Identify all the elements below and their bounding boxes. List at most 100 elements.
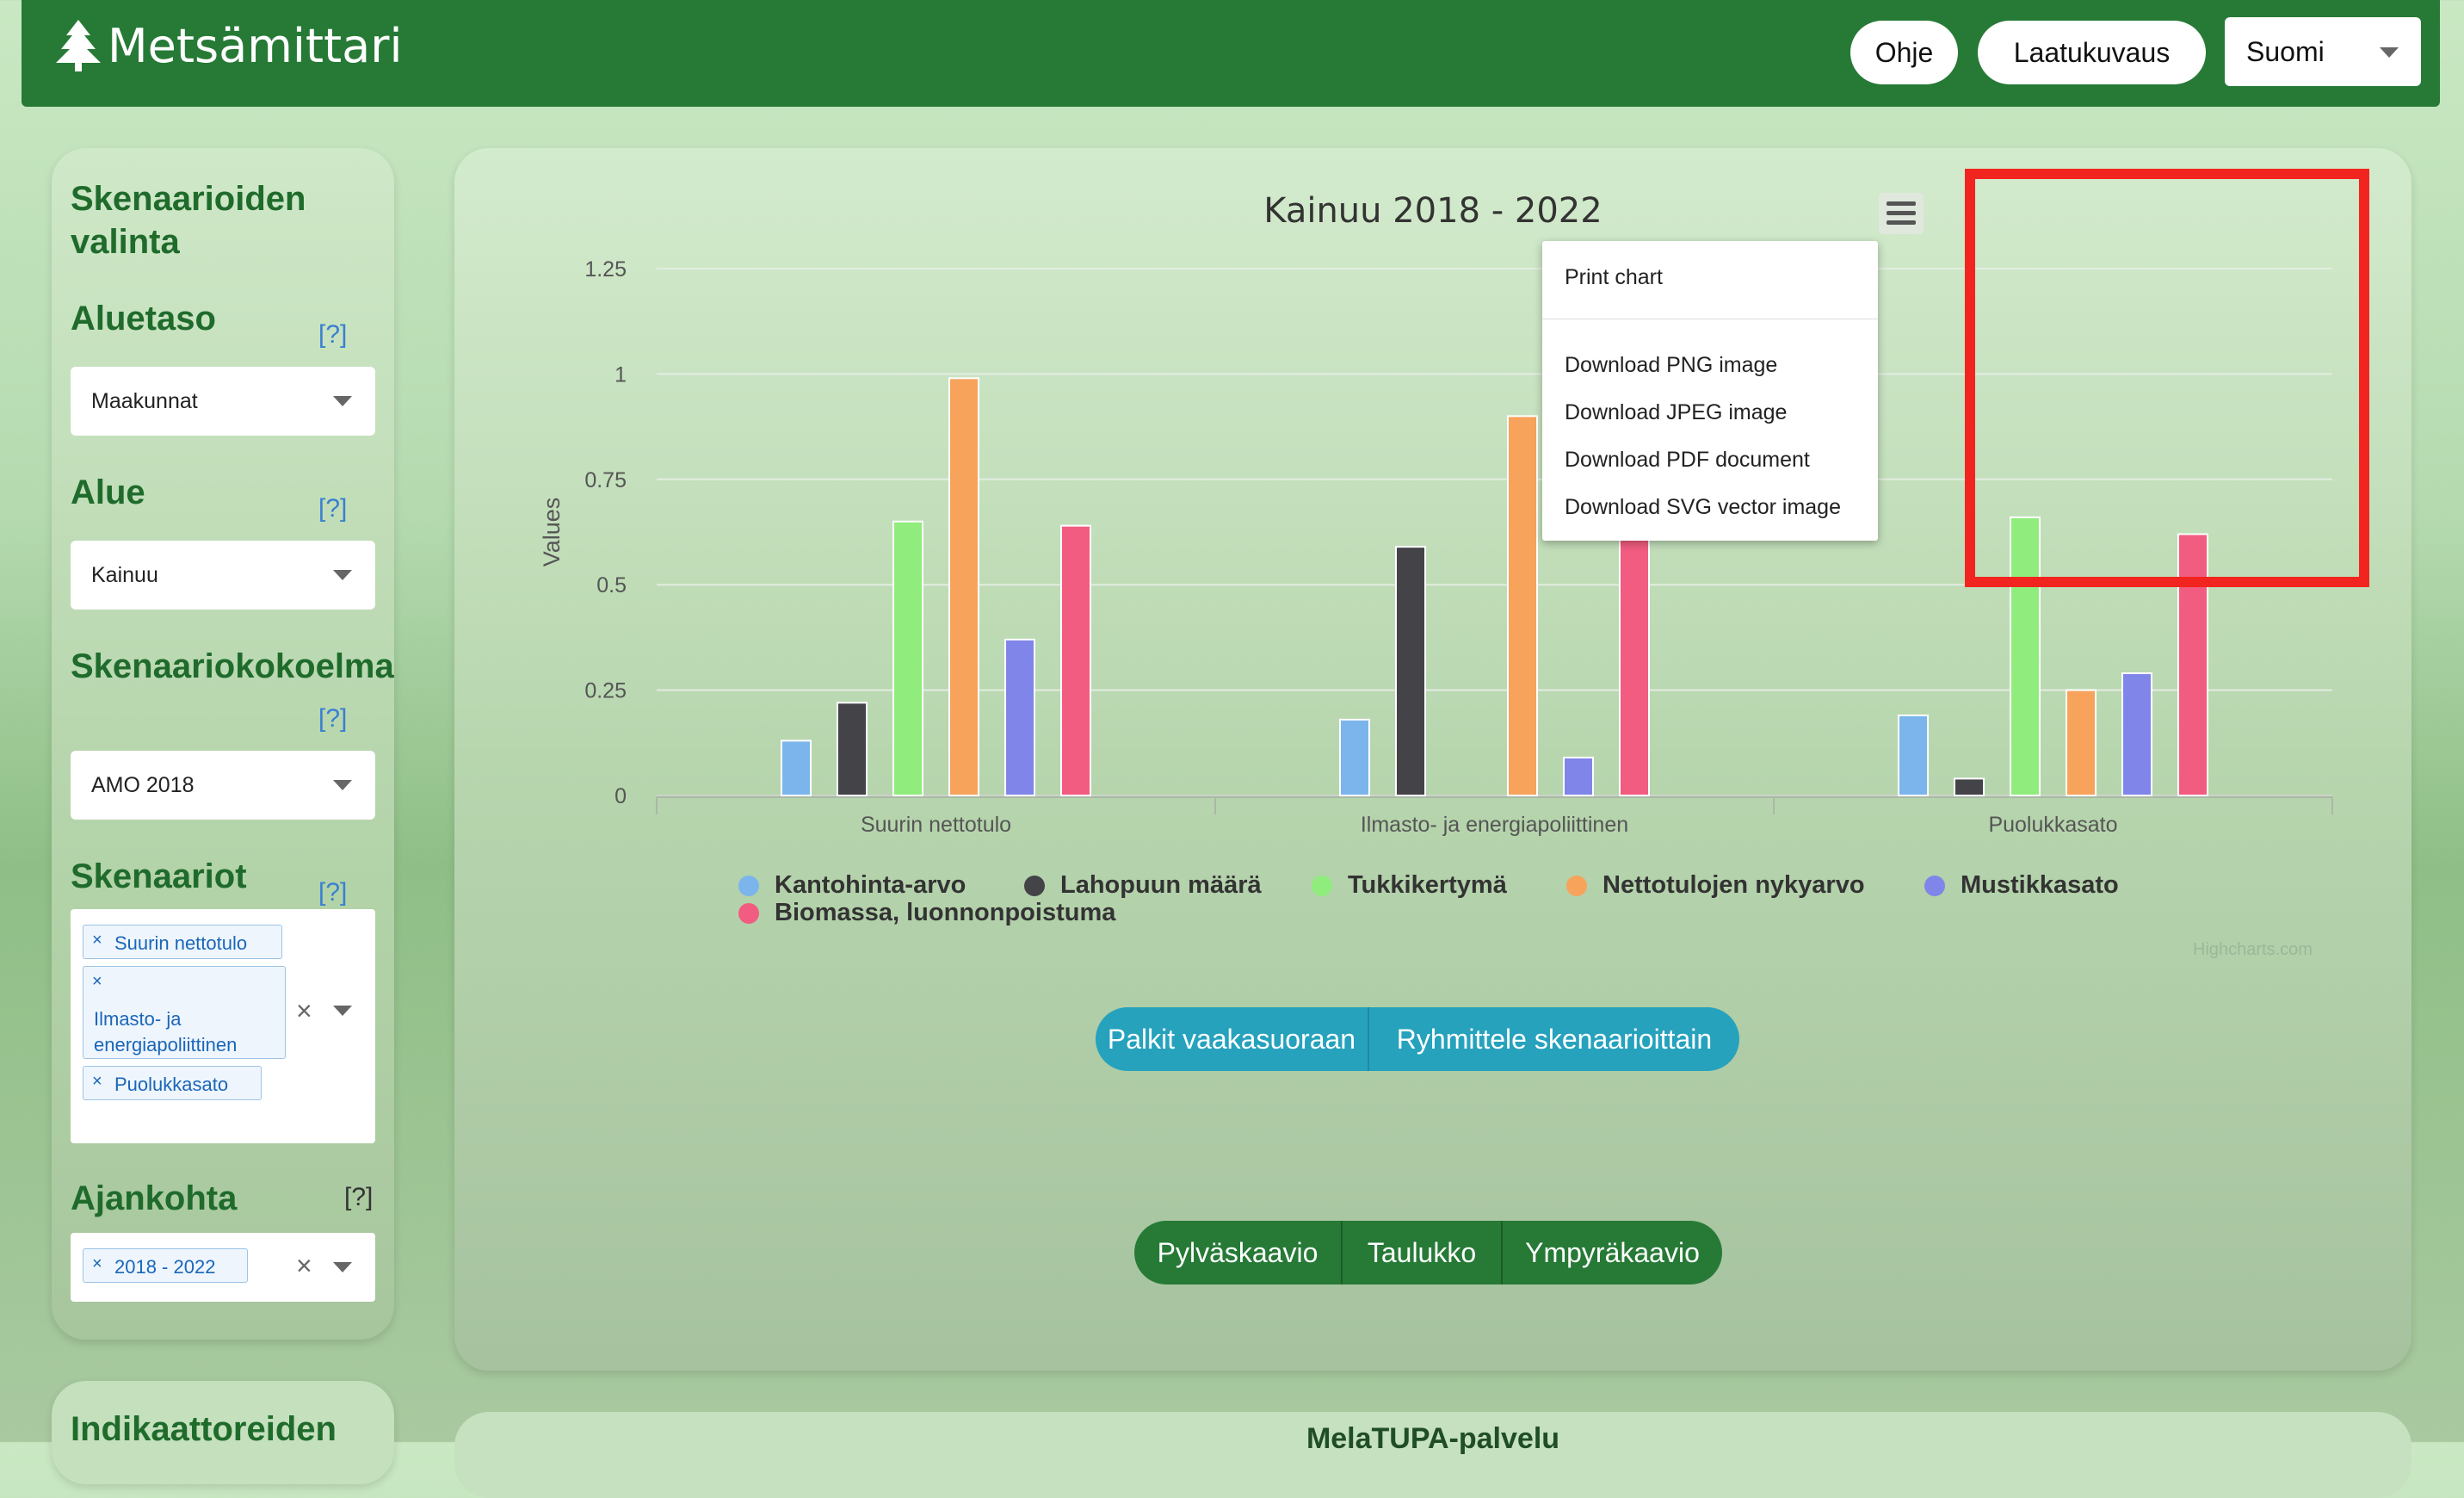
legend-label: Mustikkasato xyxy=(1961,871,2119,899)
language-select[interactable]: Suomi xyxy=(2225,17,2421,86)
chart-orientation-group: Palkit vaakasuoraan Ryhmittele skenaario… xyxy=(1096,1007,1739,1071)
menu-icon xyxy=(1887,201,1916,206)
melatupa-title: MelaTUPA-palvelu xyxy=(1306,1422,1560,1455)
bar[interactable] xyxy=(1898,714,1929,797)
bar[interactable] xyxy=(1507,415,1538,796)
bar[interactable] xyxy=(837,702,868,797)
area-value: Kainuu xyxy=(91,562,158,587)
collection-select[interactable]: AMO 2018 xyxy=(71,751,375,820)
legend-item[interactable]: Nettotulojen nykyarvo xyxy=(1566,871,1865,900)
export-menu: Print chart Download PNG image Download … xyxy=(1542,241,1878,541)
legend-label: Nettotulojen nykyarvo xyxy=(1603,871,1865,899)
scenario-tag[interactable]: × Ilmasto- ja energiapoliittinen xyxy=(83,966,286,1059)
chevron-down-icon xyxy=(333,780,352,790)
timepoint-tag[interactable]: × 2018 - 2022 xyxy=(83,1248,248,1283)
legend-item[interactable]: Biomassa, luonnonpoistuma xyxy=(738,899,1115,927)
collection-label: Skenaariokokoelma xyxy=(71,647,394,685)
download-svg-item[interactable]: Download SVG vector image xyxy=(1565,495,1841,519)
scenarios-help[interactable]: [?] xyxy=(318,878,348,907)
legend-marker xyxy=(1024,875,1045,896)
bar[interactable] xyxy=(892,520,923,796)
bar[interactable] xyxy=(781,740,812,796)
remove-icon[interactable]: × xyxy=(92,972,102,991)
scenario-tag[interactable]: × Suurin nettotulo xyxy=(83,925,282,959)
y-tick-label: 0 xyxy=(614,784,627,808)
legend-label: Tukkikertymä xyxy=(1348,871,1507,899)
legend-marker xyxy=(1924,875,1945,896)
y-axis-label: Values xyxy=(539,498,565,567)
legend-label: Biomassa, luonnonpoistuma xyxy=(775,899,1116,926)
group-by-scenario-button[interactable]: Ryhmittele skenaarioittain xyxy=(1369,1007,1739,1071)
bar[interactable] xyxy=(2010,516,2041,796)
remove-icon[interactable]: × xyxy=(92,931,102,950)
area-level-help[interactable]: [?] xyxy=(318,320,348,349)
collection-value: AMO 2018 xyxy=(91,772,195,797)
bar[interactable] xyxy=(1004,638,1035,797)
chart-menu-button[interactable] xyxy=(1879,193,1924,234)
bar[interactable] xyxy=(1563,756,1594,796)
legend-item[interactable]: Mustikkasato xyxy=(1924,871,2119,900)
chart-title: Kainuu 2018 - 2022 xyxy=(1263,191,1603,231)
x-tick-label: Suurin nettotulo xyxy=(861,813,1011,837)
bar[interactable] xyxy=(1339,718,1370,797)
bar[interactable] xyxy=(2121,672,2152,796)
timepoint-help[interactable]: [?] xyxy=(344,1183,374,1211)
y-tick-label: 1 xyxy=(614,362,627,387)
y-tick-label: 0.25 xyxy=(584,679,627,703)
legend-item[interactable]: Tukkikertymä xyxy=(1312,871,1507,900)
bar[interactable] xyxy=(1954,777,1985,797)
clear-icon[interactable]: × xyxy=(296,995,312,1026)
bar[interactable] xyxy=(1060,524,1091,796)
area-help[interactable]: [?] xyxy=(318,494,348,523)
chart-credits[interactable]: Highcharts.com xyxy=(2193,940,2313,959)
scenario-selection-panel: Skenaarioiden valinta Aluetaso [?] Maaku… xyxy=(52,148,394,1340)
print-chart-item[interactable]: Print chart xyxy=(1565,265,1663,289)
help-button[interactable]: Ohje xyxy=(1850,21,1958,84)
timepoint-label: Ajankohta xyxy=(71,1179,238,1217)
horizontal-bars-button[interactable]: Palkit vaakasuoraan xyxy=(1096,1007,1369,1071)
legend-item[interactable]: Lahopuun määrä xyxy=(1024,871,1262,900)
x-tick-label: Puolukkasato xyxy=(1988,813,2117,837)
remove-icon[interactable]: × xyxy=(92,1254,102,1273)
remove-icon[interactable]: × xyxy=(92,1072,102,1091)
download-jpeg-item[interactable]: Download JPEG image xyxy=(1565,400,1788,424)
tree-icon xyxy=(56,20,101,71)
bar[interactable] xyxy=(948,377,979,796)
chevron-down-icon[interactable] xyxy=(333,1262,352,1272)
x-tick-label: Ilmasto- ja energiapoliittinen xyxy=(1361,813,1628,837)
bar[interactable] xyxy=(2066,689,2097,796)
scenarios-multiselect[interactable]: × Suurin nettotulo × Ilmasto- ja energia… xyxy=(71,909,375,1143)
y-tick-label: 1.25 xyxy=(584,257,627,282)
chevron-down-icon xyxy=(333,570,352,580)
y-tick-label: 0.75 xyxy=(584,468,627,492)
legend-marker xyxy=(1566,875,1587,896)
area-label: Alue xyxy=(71,474,145,511)
legend-marker xyxy=(1312,875,1332,896)
bar[interactable] xyxy=(1395,546,1426,796)
app-title: Metsämittari xyxy=(108,18,403,73)
bar-chart-button[interactable]: Pylväskaavio xyxy=(1134,1221,1343,1284)
area-level-select[interactable]: Maakunnat xyxy=(71,367,375,436)
app-logo[interactable]: Metsämittari xyxy=(56,15,402,76)
download-png-item[interactable]: Download PNG image xyxy=(1565,353,1778,377)
chevron-down-icon[interactable] xyxy=(333,1006,352,1016)
indicator-panel-title: Indikaattoreiden xyxy=(71,1410,337,1448)
download-pdf-item[interactable]: Download PDF document xyxy=(1565,448,1810,472)
legend-item[interactable]: Kantohinta-arvo xyxy=(738,871,966,900)
panel-title: Skenaarioiden valinta xyxy=(71,180,306,261)
chevron-down-icon xyxy=(333,396,352,406)
table-button[interactable]: Taulukko xyxy=(1343,1221,1503,1284)
top-header: Metsämittari Ohje Laatukuvaus Suomi xyxy=(22,0,2440,107)
highlight-box xyxy=(1965,169,2369,587)
pie-chart-button[interactable]: Ympyräkaavio xyxy=(1503,1221,1722,1284)
collection-help[interactable]: [?] xyxy=(318,704,348,733)
clear-icon[interactable]: × xyxy=(296,1250,312,1281)
area-select[interactable]: Kainuu xyxy=(71,541,375,610)
area-level-label: Aluetaso xyxy=(71,300,216,337)
legend-marker xyxy=(738,902,759,924)
scenario-tag[interactable]: × Puolukkasato xyxy=(83,1066,262,1100)
legend-label: Lahopuun määrä xyxy=(1060,871,1262,899)
y-tick-label: 0.5 xyxy=(596,573,627,597)
quality-button[interactable]: Laatukuvaus xyxy=(1978,21,2206,84)
timepoint-multiselect[interactable]: × 2018 - 2022 × xyxy=(71,1233,375,1302)
